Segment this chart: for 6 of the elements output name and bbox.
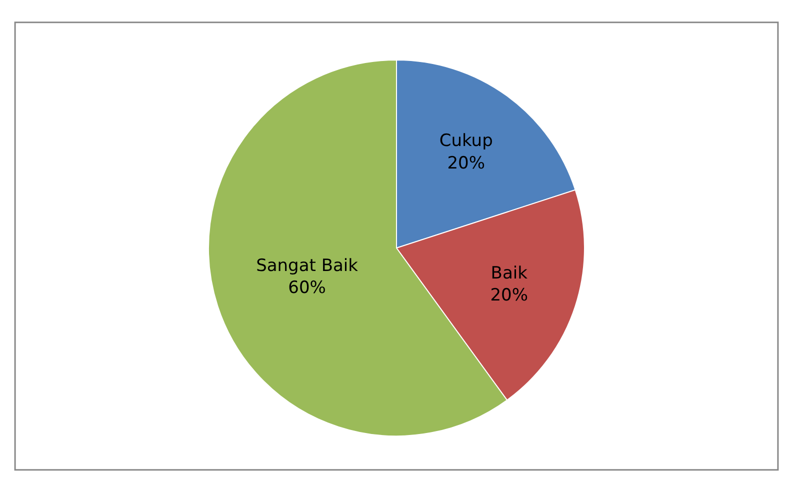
slice-label: Baik xyxy=(490,264,528,284)
data-label: 20% xyxy=(447,153,485,174)
slice-label: Cukup xyxy=(439,131,493,152)
data-label: 60% xyxy=(288,278,326,298)
slice-label: Sangat Baik xyxy=(256,256,358,276)
data-label: 20% xyxy=(490,286,528,306)
